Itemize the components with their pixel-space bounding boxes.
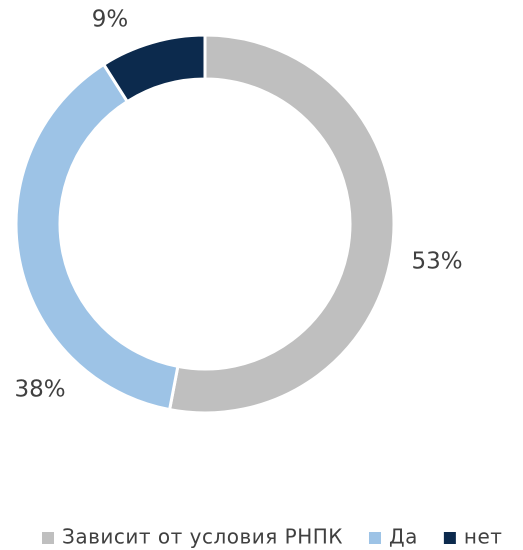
pie-slice <box>14 62 180 412</box>
legend-label: Зависит от условия РНПК <box>62 525 343 549</box>
legend-swatch <box>42 532 54 544</box>
legend-swatch <box>368 532 381 544</box>
pie-slice <box>101 33 207 104</box>
legend-swatch <box>443 532 456 544</box>
legend-label: Да <box>389 525 418 549</box>
data-label: 9% <box>92 7 129 33</box>
data-label: 53% <box>411 249 462 275</box>
legend-label: нет <box>464 525 503 549</box>
pie-slice <box>167 33 396 415</box>
data-label: 38% <box>14 377 65 403</box>
